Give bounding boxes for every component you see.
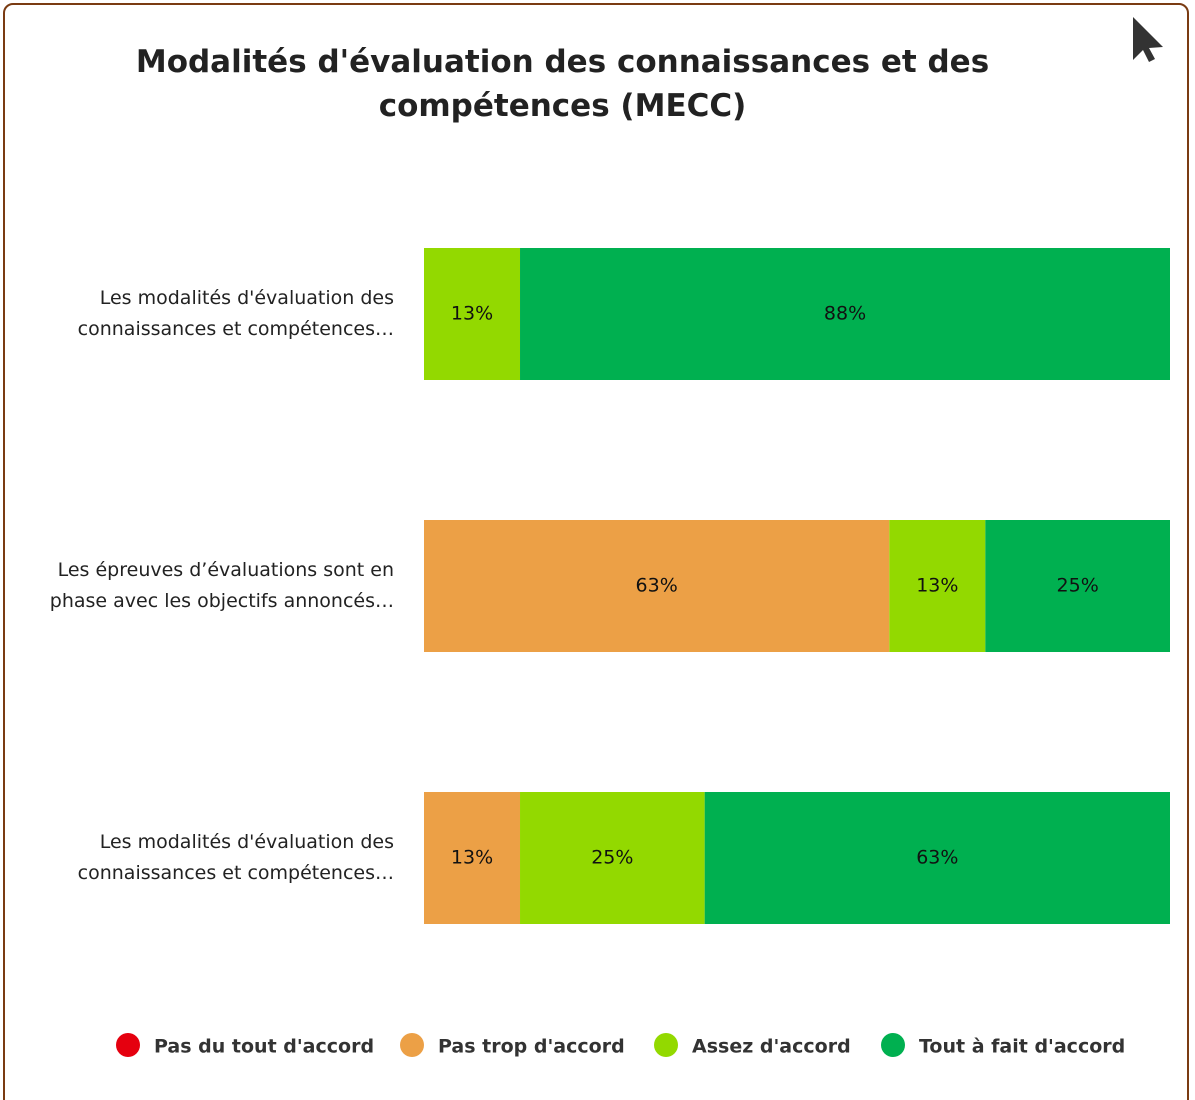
value-label: 88% [824, 303, 866, 325]
legend-marker [400, 1033, 424, 1057]
legend-label: Pas trop d'accord [438, 1036, 625, 1058]
bar-segment [704, 792, 1170, 924]
value-label: 13% [916, 575, 958, 597]
legend-label: Pas du tout d'accord [154, 1036, 374, 1058]
category-label: Les modalités d'évaluation des connaissa… [77, 287, 394, 340]
bar-segment [520, 248, 1170, 380]
bar-segment [424, 792, 521, 924]
bar-segment [889, 520, 986, 652]
value-label: 25% [1057, 575, 1099, 597]
value-label: 13% [451, 847, 493, 869]
value-label: 63% [636, 575, 678, 597]
legend-label: Assez d'accord [692, 1036, 851, 1058]
legend-marker [116, 1033, 140, 1057]
cursor [1133, 17, 1163, 62]
frame [3, 3, 1189, 1100]
legend-label: Tout à fait d'accord [919, 1036, 1125, 1058]
value-label: 25% [591, 847, 633, 869]
category-label: Les modalités d'évaluation des connaissa… [77, 831, 394, 884]
bar-segment [520, 792, 705, 924]
bar-segment [424, 520, 890, 652]
value-label: 13% [451, 303, 493, 325]
value-label: 63% [916, 847, 958, 869]
bar-segment [424, 248, 521, 380]
chart-title: Modalités d'évaluation des connaissances… [135, 44, 990, 124]
legend-marker [654, 1033, 678, 1057]
legend-marker [881, 1033, 905, 1057]
bar-segment [985, 520, 1170, 652]
category-label: Les épreuves d’évaluations sont en phase… [49, 559, 394, 612]
